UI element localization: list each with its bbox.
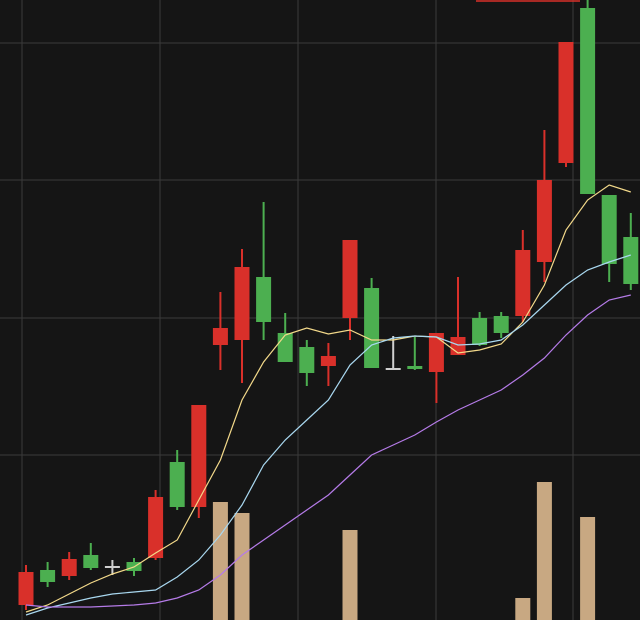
candle-body	[558, 42, 574, 163]
candle-body	[407, 366, 423, 369]
candle-body	[320, 356, 336, 366]
candle-body	[580, 8, 596, 194]
ma-line	[25, 254, 631, 616]
volume-bar	[212, 502, 228, 620]
candle-body	[472, 318, 488, 345]
volume-bar	[234, 513, 250, 620]
candle-body	[385, 368, 401, 370]
candle-body	[277, 333, 293, 362]
candle-body	[61, 559, 77, 576]
candle-body	[364, 288, 380, 368]
candle-body	[299, 347, 315, 373]
candle-body	[18, 572, 34, 605]
volume-bar	[342, 530, 358, 620]
volume-bar	[536, 482, 552, 620]
candle-body	[169, 462, 185, 507]
candle-body	[493, 316, 509, 333]
volume-bar	[515, 598, 531, 620]
volume-bar	[580, 517, 596, 620]
candle-body	[148, 497, 164, 558]
candle-body	[234, 267, 250, 340]
ma-line	[25, 294, 631, 608]
candle-body	[515, 250, 531, 316]
candle-body	[342, 240, 358, 318]
candle-body	[536, 180, 552, 262]
candle-body	[191, 405, 207, 507]
candle-body	[40, 570, 56, 582]
candle-body	[83, 555, 99, 568]
candle-body	[212, 328, 228, 345]
candle-body	[256, 277, 272, 322]
ma-line	[25, 184, 631, 613]
candle-body	[428, 333, 444, 372]
candle-body	[601, 195, 617, 264]
candle-body	[104, 566, 120, 568]
candle-body	[623, 237, 639, 284]
